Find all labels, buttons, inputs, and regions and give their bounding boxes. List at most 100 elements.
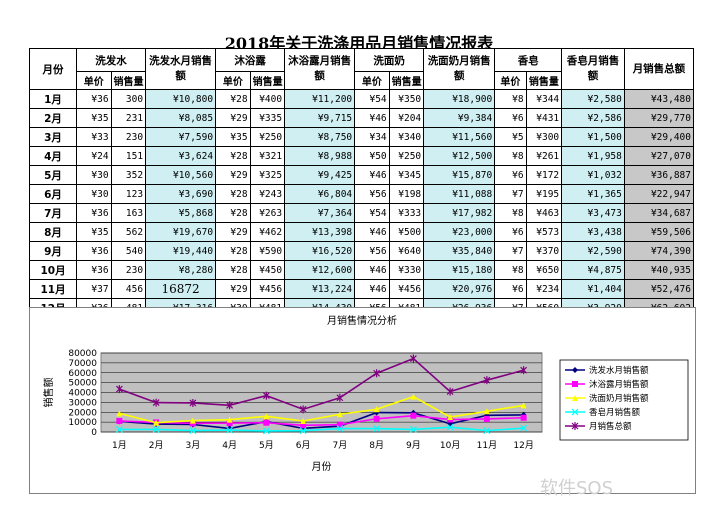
sales-table: 月份 洗发水 洗发水月销售额 沐浴露 沐浴露月销售额 洗面奶 洗面奶月销售额 香… bbox=[28, 48, 695, 318]
bodywash-amount-cell: ¥8,988 bbox=[284, 146, 356, 166]
legend-marker bbox=[571, 408, 579, 416]
facewash-amount-cell: ¥23,000 bbox=[423, 222, 496, 242]
data-point bbox=[226, 420, 233, 427]
data-point bbox=[116, 417, 123, 424]
soap-price-cell: ¥5 bbox=[494, 127, 527, 147]
month-cell: 11月 bbox=[28, 279, 78, 299]
soap-price-cell: ¥8 bbox=[494, 146, 527, 166]
qty-subheader: 销售量 bbox=[249, 71, 286, 90]
data-point bbox=[115, 426, 123, 433]
total-amount-cell: ¥59,506 bbox=[623, 222, 695, 242]
total-amount-cell: ¥29,770 bbox=[623, 108, 695, 128]
shampoo-qty-cell: 231 bbox=[110, 108, 147, 128]
x-tick-label: 10月 bbox=[440, 440, 460, 451]
chart-title: 月销售情况分析 bbox=[327, 314, 397, 327]
shampoo-amount-cell: 16872 bbox=[145, 279, 217, 299]
facewash-price-cell: ¥46 bbox=[354, 279, 390, 299]
x-tick-label: 4月 bbox=[222, 440, 237, 451]
qty-subheader: 销售量 bbox=[110, 71, 147, 90]
facewash-qty-cell: ¥250 bbox=[388, 146, 425, 166]
x-tick-label: 3月 bbox=[186, 440, 201, 451]
shampoo-amount-cell: ¥3,690 bbox=[145, 184, 217, 204]
bodywash-amount-cell: ¥13,224 bbox=[284, 279, 356, 299]
y-tick-label: 60000 bbox=[68, 369, 97, 379]
bodywash-price-cell: ¥28 bbox=[215, 184, 251, 204]
data-point bbox=[116, 410, 123, 417]
data-point bbox=[446, 387, 454, 396]
month-cell: 9月 bbox=[28, 241, 78, 261]
soap-amount-cell: ¥1,500 bbox=[561, 127, 625, 147]
y-tick-label: 70000 bbox=[68, 359, 97, 369]
data-point bbox=[189, 398, 197, 407]
bodywash-qty-cell: ¥243 bbox=[249, 184, 286, 204]
soap-price-cell: ¥6 bbox=[494, 222, 527, 242]
legend-label: 香皂月销售额 bbox=[589, 407, 641, 418]
x-tick-label: 8月 bbox=[369, 440, 384, 451]
bodywash-amount-cell: ¥7,364 bbox=[284, 203, 356, 223]
table-row: 2月 ¥35 231 ¥8,085 ¥29 ¥335 ¥9,715 ¥46 ¥204 ¥9,384… bbox=[28, 108, 695, 128]
month-cell: 6月 bbox=[28, 184, 78, 204]
total-amount-cell: ¥29,400 bbox=[623, 127, 695, 147]
bodywash-qty-cell: ¥450 bbox=[249, 260, 286, 280]
shampoo-qty-cell: 456 bbox=[110, 279, 147, 299]
soap-price-cell: ¥6 bbox=[494, 279, 527, 299]
soap-price-cell: ¥8 bbox=[494, 89, 527, 109]
legend-label: 月销售总额 bbox=[589, 421, 632, 432]
soap-qty-cell: ¥370 bbox=[525, 241, 563, 261]
facewash-qty-cell: ¥345 bbox=[388, 165, 425, 185]
table-row: 7月 ¥36 163 ¥5,868 ¥28 ¥263 ¥7,364 ¥54 ¥333 ¥17,98… bbox=[28, 203, 695, 223]
soap-amount-cell: ¥3,438 bbox=[561, 222, 625, 242]
legend-marker bbox=[572, 395, 578, 401]
soap-qty-cell: ¥463 bbox=[525, 203, 563, 223]
price-subheader: 单价 bbox=[354, 71, 390, 90]
legend-label: 沐浴露月销售额 bbox=[589, 379, 649, 390]
data-point bbox=[373, 425, 381, 433]
bodywash-qty-cell: ¥250 bbox=[249, 127, 286, 147]
table-row: 6月 ¥30 123 ¥3,690 ¥28 ¥243 ¥6,804 ¥56 ¥198 ¥11,08… bbox=[28, 184, 695, 204]
soap-amount-cell: ¥3,473 bbox=[561, 203, 625, 223]
total-header: 月销售总额 bbox=[623, 48, 695, 90]
bodywash-price-cell: ¥28 bbox=[215, 203, 251, 223]
soap-amount-cell: ¥1,032 bbox=[561, 165, 625, 185]
soap-qty-cell: ¥431 bbox=[525, 108, 563, 128]
total-amount-cell: ¥52,476 bbox=[623, 279, 695, 299]
soap-amount-header: 香皂月销售额 bbox=[561, 48, 625, 90]
bodywash-qty-cell: ¥590 bbox=[249, 241, 286, 261]
data-point bbox=[483, 427, 491, 435]
shampoo-price-cell: ¥36 bbox=[76, 89, 112, 109]
total-amount-cell: ¥27,070 bbox=[623, 146, 695, 166]
series-line bbox=[119, 357, 524, 411]
legend-marker bbox=[572, 381, 578, 387]
bodywash-qty-cell: ¥321 bbox=[249, 146, 286, 166]
facewash-price-cell: ¥54 bbox=[354, 89, 390, 109]
data-point bbox=[189, 427, 197, 434]
shampoo-price-cell: ¥35 bbox=[76, 222, 112, 242]
month-header: 月份 bbox=[28, 48, 78, 90]
facewash-header: 洗面奶 bbox=[354, 48, 425, 72]
data-point bbox=[373, 406, 380, 413]
bodywash-amount-cell: ¥12,600 bbox=[284, 260, 356, 280]
shampoo-amount-header: 洗发水月销售额 bbox=[145, 48, 217, 90]
facewash-price-cell: ¥56 bbox=[354, 241, 390, 261]
bodywash-qty-cell: ¥462 bbox=[249, 222, 286, 242]
data-point bbox=[153, 419, 160, 426]
total-amount-cell: ¥43,480 bbox=[623, 89, 695, 109]
facewash-amount-cell: ¥20,976 bbox=[423, 279, 496, 299]
bodywash-header: 沐浴露 bbox=[215, 48, 286, 72]
facewash-price-cell: ¥50 bbox=[354, 146, 390, 166]
shampoo-amount-cell: ¥5,868 bbox=[145, 203, 217, 223]
shampoo-amount-cell: ¥3,624 bbox=[145, 146, 217, 166]
month-cell: 8月 bbox=[28, 222, 78, 242]
shampoo-qty-cell: 230 bbox=[110, 260, 147, 280]
shampoo-amount-cell: ¥10,560 bbox=[145, 165, 217, 185]
x-tick-label: 5月 bbox=[259, 440, 274, 451]
data-point bbox=[115, 385, 123, 394]
facewash-amount-cell: ¥12,500 bbox=[423, 146, 496, 166]
facewash-qty-cell: ¥340 bbox=[388, 127, 425, 147]
data-point bbox=[520, 414, 527, 421]
data-point bbox=[483, 408, 490, 415]
data-point bbox=[336, 411, 343, 418]
shampoo-price-cell: ¥36 bbox=[76, 260, 112, 280]
data-point bbox=[262, 391, 270, 400]
bodywash-price-cell: ¥28 bbox=[215, 260, 251, 280]
